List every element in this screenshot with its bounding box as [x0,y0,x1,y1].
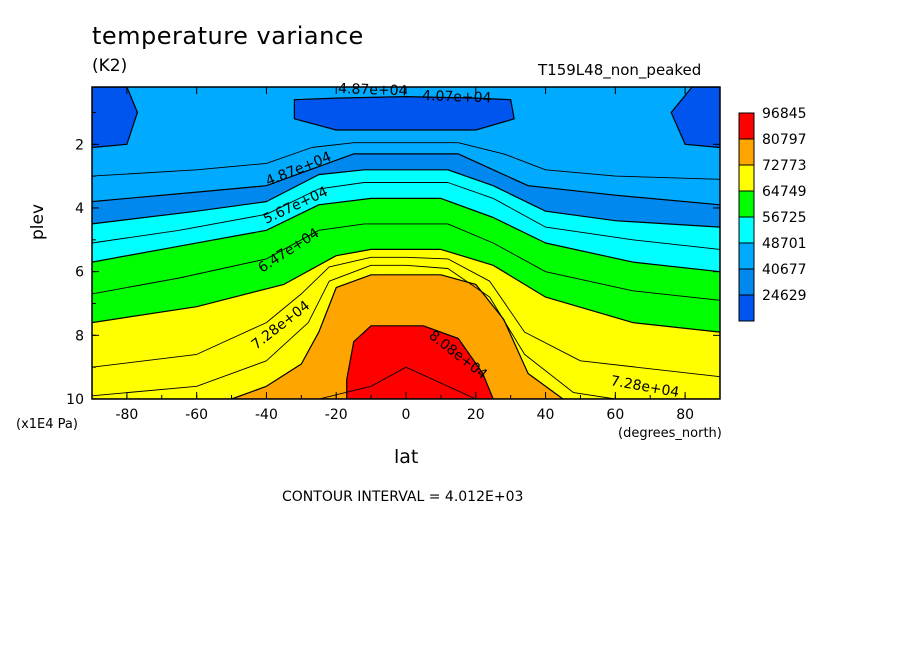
y-tick-label: 6 [75,265,84,281]
y-tick-label: 2 [75,137,84,153]
legend-swatch [738,138,755,166]
legend-label: 64749 [762,184,807,200]
legend-label: 96845 [762,106,807,122]
y-tick-label: 8 [75,328,84,344]
legend-swatch [738,268,755,296]
x-axis-units: (degrees_north) [618,426,722,441]
contour-line-4 [92,256,720,378]
contour-band-1 [92,87,138,149]
x-tick-label: -20 [325,407,348,423]
contour-fill-group [92,87,720,399]
y-tick-label: 10 [66,392,84,408]
legend-swatch [738,242,755,270]
dataset-label: T159L48_non_peaked [538,61,702,79]
y-axis-units: (x1E4 Pa) [16,417,78,432]
contour-band-9 [346,325,494,399]
contour-band-2 [670,87,720,149]
contour-line-2 [92,182,720,250]
x-axis-label: lat [394,446,419,468]
contour-line-0 [92,264,616,399]
contour-line-3 [92,142,720,180]
x-tick-label: -60 [185,407,208,423]
x-tick-label: 0 [402,407,411,423]
y-tick-label: 4 [75,201,84,217]
legend-swatch [738,294,755,322]
x-tick-label: -40 [255,407,278,423]
contour-line-1 [92,223,720,301]
x-tick-label: -80 [115,407,138,423]
contour-label: 4.07e+04 [422,88,492,106]
legend-swatch [738,112,755,140]
legend-label: 40677 [762,262,807,278]
contour-label: 4.87e+04 [338,81,408,99]
x-tick-label: 60 [606,407,624,423]
legend-label: 48701 [762,236,807,252]
legend-label: 72773 [762,158,807,174]
contour-interval: CONTOUR INTERVAL = 4.012E+03 [282,489,524,505]
legend-swatch [738,190,755,218]
x-tick-label: 40 [537,407,555,423]
chart-title: temperature variance [92,22,364,50]
legend-label: 80797 [762,132,807,148]
contour-band-3 [293,96,515,131]
legend-swatch [738,216,755,244]
legend-swatch [738,164,755,192]
legend-label: 56725 [762,210,807,226]
x-tick-label: 80 [676,407,694,423]
chart-units: (K2) [92,56,128,76]
legend-label: 24629 [762,288,807,304]
contour-line-5 [318,366,476,399]
x-tick-label: 20 [467,407,485,423]
